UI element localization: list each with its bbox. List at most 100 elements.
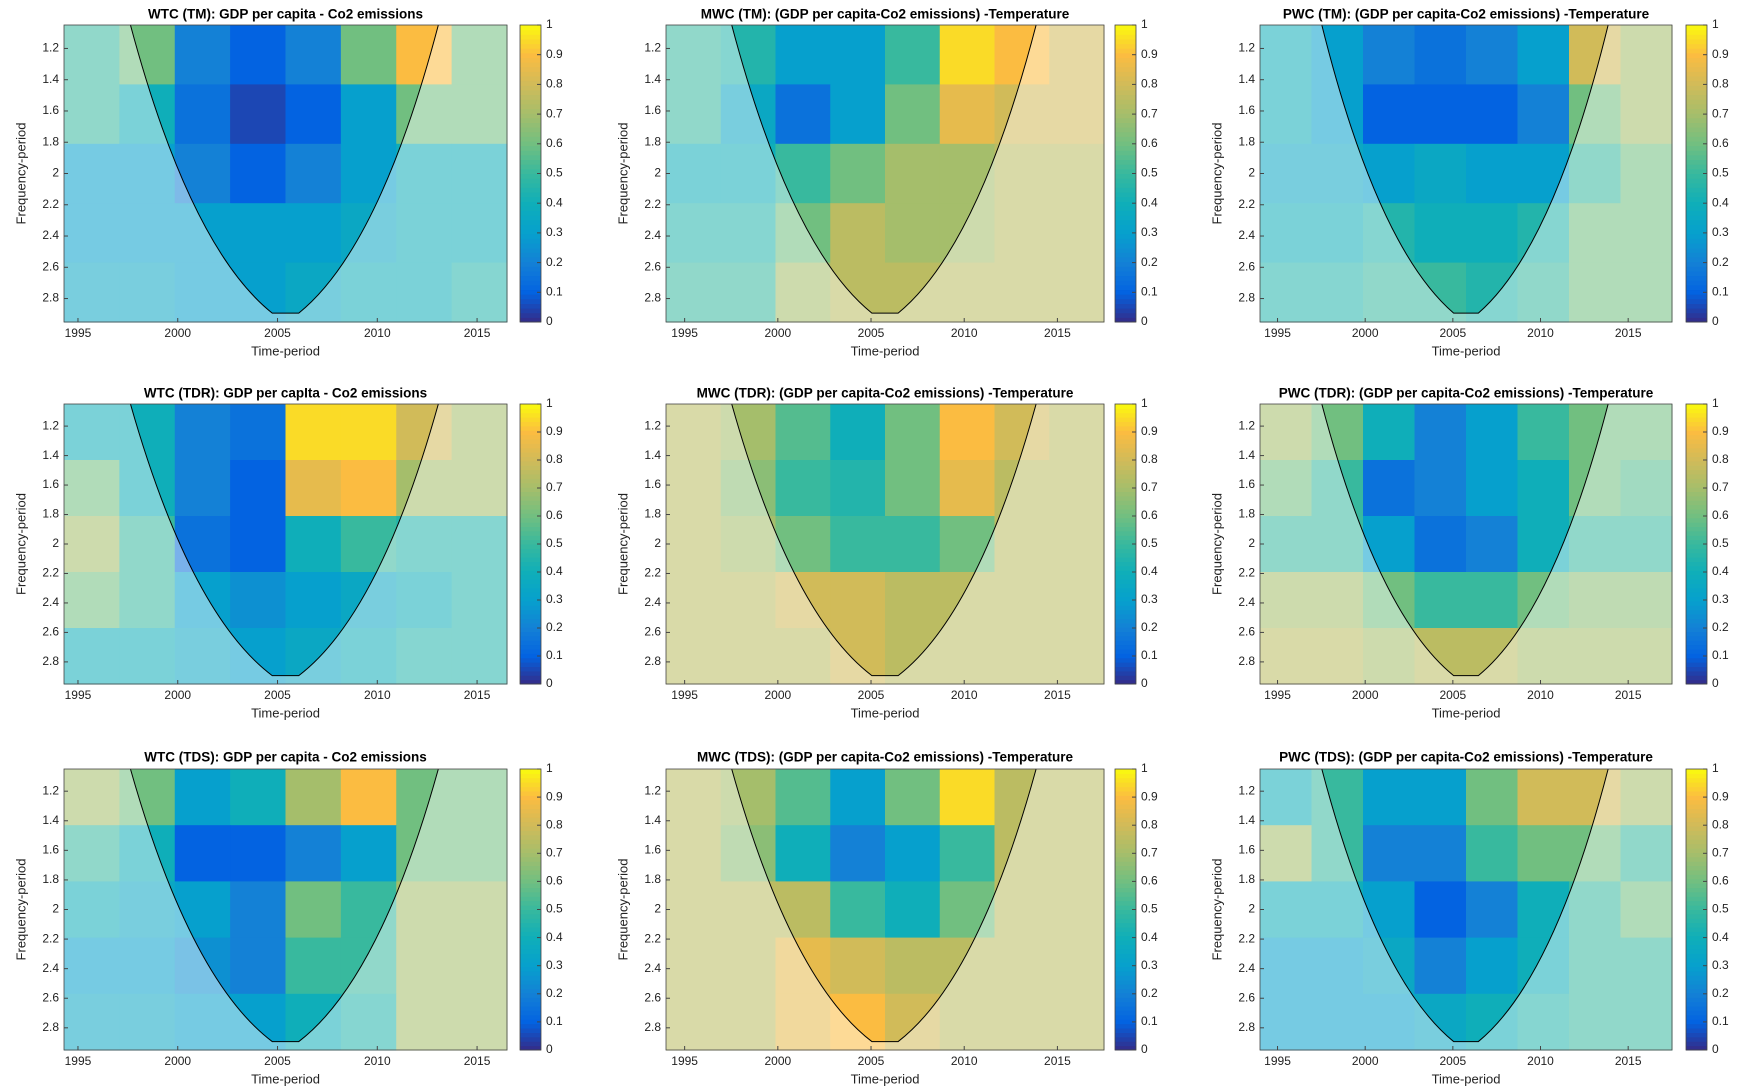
heatmap-cell — [1049, 937, 1105, 995]
colorbar-segment — [520, 257, 541, 263]
colorbar-segment — [1115, 979, 1136, 985]
panel: WTC (TM): GDP per capita - Co2 emissions… — [13, 7, 563, 359]
colorbar-segment — [1115, 509, 1136, 514]
heatmap-cell — [340, 203, 397, 264]
colorbar-segment — [1686, 596, 1707, 602]
colorbar-segment — [520, 298, 541, 304]
colorbar-segment — [1686, 522, 1707, 527]
y-axis-label: Frequency-period — [615, 493, 630, 595]
colorbar-segment — [1686, 609, 1707, 615]
colorbar-segment — [1115, 627, 1136, 632]
colorbar-segment — [1115, 957, 1136, 963]
colorbar-segment — [1115, 103, 1136, 110]
colorbar-tick-label: 1 — [1712, 17, 1719, 31]
y-tick-label: 1.4 — [1238, 813, 1255, 827]
colorbar-segment — [520, 992, 541, 998]
colorbar-segment — [520, 25, 541, 31]
colorbar-segment — [1115, 583, 1136, 589]
heatmap-cell — [830, 25, 886, 85]
colorbar-segment — [1686, 848, 1707, 853]
panel: WTC (TDS): GDP per capita - Co2 emission… — [13, 750, 563, 1087]
colorbar-segment — [1115, 891, 1136, 897]
colorbar-tick-label: 0.7 — [546, 480, 563, 494]
colorbar-segment — [1686, 417, 1707, 422]
colorbar-segment — [1115, 640, 1136, 646]
colorbar-segment — [520, 443, 541, 449]
colorbar-segment — [1115, 196, 1136, 202]
heatmap-cell — [885, 460, 941, 517]
heatmap-cell — [885, 143, 941, 204]
heatmap-cell — [1311, 404, 1364, 461]
y-tick-label: 2 — [52, 536, 59, 550]
heatmap-cell — [64, 262, 120, 323]
y-tick-label: 2.2 — [644, 566, 661, 580]
colorbar-segment — [1686, 957, 1707, 963]
colorbar-segment — [1686, 182, 1707, 188]
colorbar-segment — [1686, 773, 1707, 779]
colorbar-segment — [1115, 883, 1136, 889]
x-tick-label: 2015 — [1615, 688, 1642, 702]
colorbar-segment — [1686, 565, 1707, 571]
heatmap-cell — [666, 203, 722, 264]
heatmap-cell — [994, 143, 1050, 204]
heatmap-cell — [666, 769, 722, 826]
colorbar-segment — [1686, 874, 1707, 880]
colorbar-segment — [1115, 127, 1136, 133]
colorbar-segment — [1115, 997, 1136, 1003]
colorbar-segment — [1686, 679, 1707, 685]
x-tick-label: 2005 — [264, 326, 291, 340]
heatmap-cell — [1260, 993, 1312, 1051]
heatmap-cell — [119, 84, 176, 145]
chart-title: WTC (TDS): GDP per capita - Co2 emission… — [144, 750, 427, 765]
colorbar-segment — [520, 786, 541, 792]
heatmap-cell — [775, 516, 831, 573]
y-tick-label: 1.8 — [1238, 507, 1255, 521]
colorbar-segment — [1115, 865, 1136, 871]
y-tick-label: 2.2 — [1238, 931, 1255, 945]
y-tick-label: 2.8 — [1238, 654, 1255, 668]
colorbar-segment — [1686, 38, 1707, 45]
colorbar-tick-label: 0.4 — [546, 195, 563, 209]
colorbar-tick-label: 0 — [546, 676, 553, 690]
y-axis-label: Frequency-period — [1209, 123, 1224, 225]
colorbar-segment — [520, 843, 541, 849]
y-tick-label: 2.8 — [644, 1020, 661, 1034]
y-tick-label: 1.2 — [644, 418, 661, 432]
colorbar-segment — [520, 141, 541, 147]
colorbar-segment — [1686, 769, 1707, 774]
colorbar-tick-label: 0.9 — [1712, 424, 1729, 438]
colorbar-segment — [1115, 843, 1136, 849]
heatmap-cell — [1517, 143, 1570, 204]
colorbar-segment — [1115, 317, 1136, 323]
colorbar-segment — [520, 579, 541, 584]
colorbar-segment — [520, 275, 541, 281]
x-tick-label: 2015 — [464, 1054, 491, 1068]
colorbar-segment — [1115, 469, 1136, 475]
heatmap-cell — [451, 572, 508, 629]
colorbar-segment — [1686, 34, 1707, 40]
x-axis-label: Time-period — [251, 343, 320, 358]
colorbar-segment — [1686, 670, 1707, 676]
panel: MWC (TDS): (GDP per capita-Co2 emissions… — [615, 750, 1158, 1087]
heatmap-cell — [230, 628, 286, 685]
colorbar-tick-label: 0.8 — [1712, 817, 1729, 831]
heatmap-cell — [396, 628, 453, 685]
colorbar-segment — [1115, 113, 1136, 119]
colorbar-segment — [520, 284, 541, 291]
colorbar-segment — [520, 404, 541, 409]
colorbar-segment — [1115, 557, 1136, 562]
colorbar-tick-label: 1 — [546, 761, 553, 775]
heatmap-cell — [666, 628, 722, 685]
heatmap-cell — [451, 628, 508, 685]
y-axis-label: Frequency-period — [1209, 859, 1224, 961]
colorbar-tick-label: 0.2 — [1141, 255, 1158, 269]
heatmap-cell — [830, 262, 886, 323]
heatmap-cell — [666, 881, 722, 939]
colorbar-segment — [520, 247, 541, 253]
colorbar-segment — [520, 631, 541, 637]
heatmap-cell — [1466, 262, 1518, 323]
colorbar-segment — [520, 1019, 541, 1025]
colorbar-segment — [1686, 439, 1707, 444]
y-tick-label: 1.4 — [42, 72, 59, 86]
y-tick-label: 1.8 — [1238, 134, 1255, 148]
